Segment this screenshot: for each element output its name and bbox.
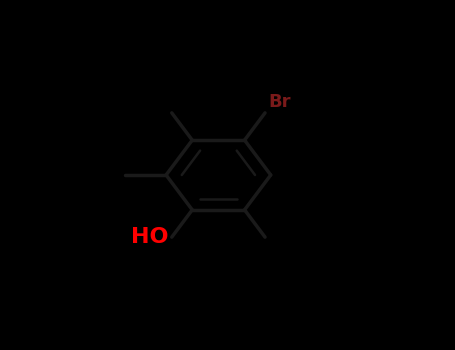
Text: HO: HO xyxy=(131,227,168,247)
Text: Br: Br xyxy=(268,93,291,111)
